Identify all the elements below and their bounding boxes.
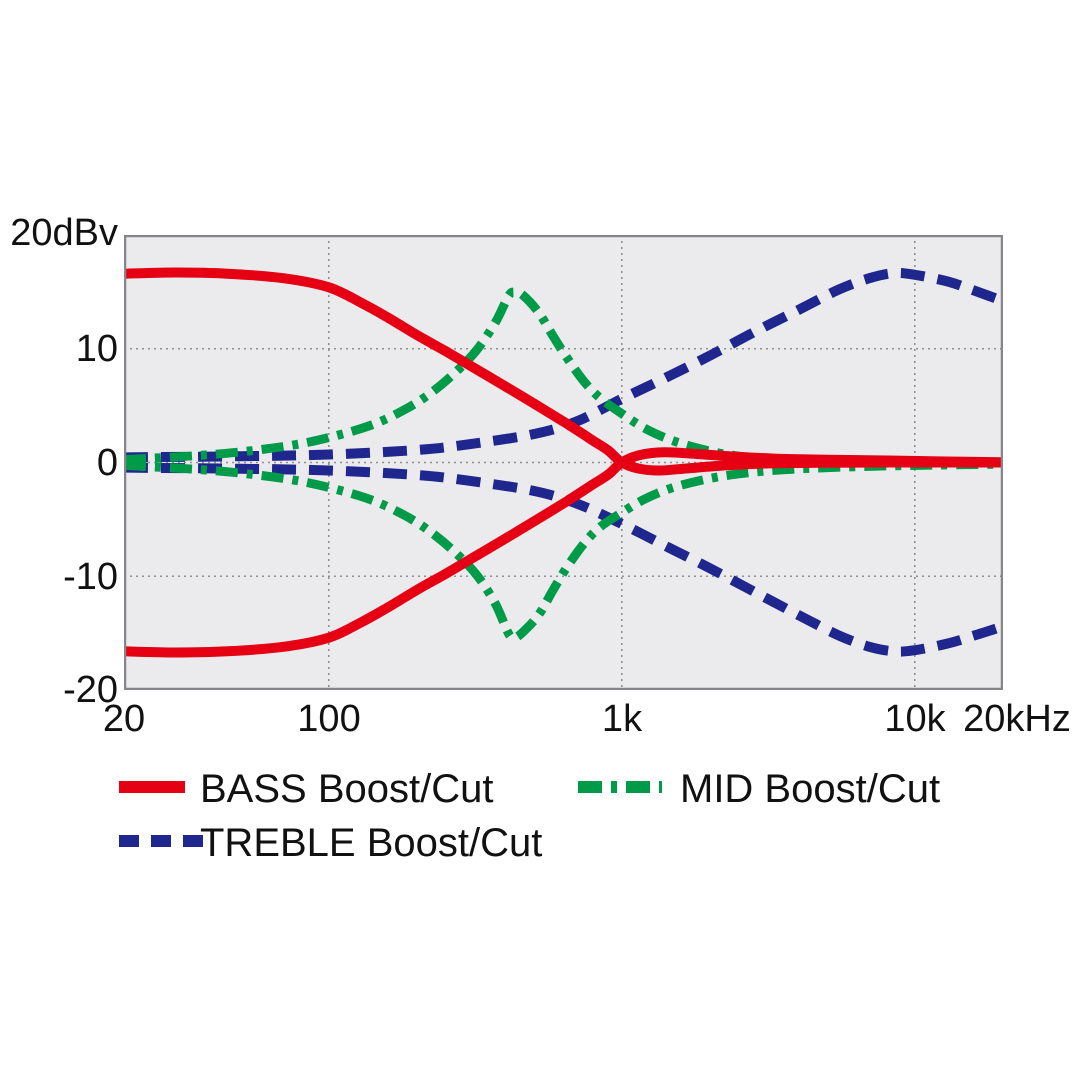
y-axis-tick-10: 10 xyxy=(75,328,118,370)
y-axis-tick-0: 0 xyxy=(96,442,118,484)
x-axis-tick-10k: 10k xyxy=(884,698,946,740)
x-axis-tick-1k: 1k xyxy=(601,698,643,740)
treble-cut-curve xyxy=(124,462,1003,657)
plot-border xyxy=(124,235,1003,690)
x-axis-tick-20khz: 20kHz xyxy=(963,698,1071,740)
treble-boost-curve xyxy=(124,267,1003,463)
treble-line-swatch xyxy=(119,834,205,848)
mid-cut-curve xyxy=(124,459,1003,643)
mid-line-swatch xyxy=(578,780,662,794)
bass-line-swatch xyxy=(119,780,185,794)
y-axis-top-unit-label: 20dBv xyxy=(10,212,118,254)
legend-label-mid: MID Boost/Cut xyxy=(680,767,941,811)
y-axis-tick-neg20: -20 xyxy=(63,669,118,711)
plot-area xyxy=(124,235,1003,690)
bass-boost-curve xyxy=(124,267,1003,476)
legend-label-bass: BASS Boost/Cut xyxy=(200,767,494,811)
x-axis-tick-20: 20 xyxy=(102,698,146,740)
x-axis-tick-100: 100 xyxy=(297,698,361,740)
y-axis-tick-neg10: -10 xyxy=(63,556,118,598)
bass-cut-curve xyxy=(124,447,1003,658)
legend-label-treble: TREBLE Boost/Cut xyxy=(200,821,543,865)
